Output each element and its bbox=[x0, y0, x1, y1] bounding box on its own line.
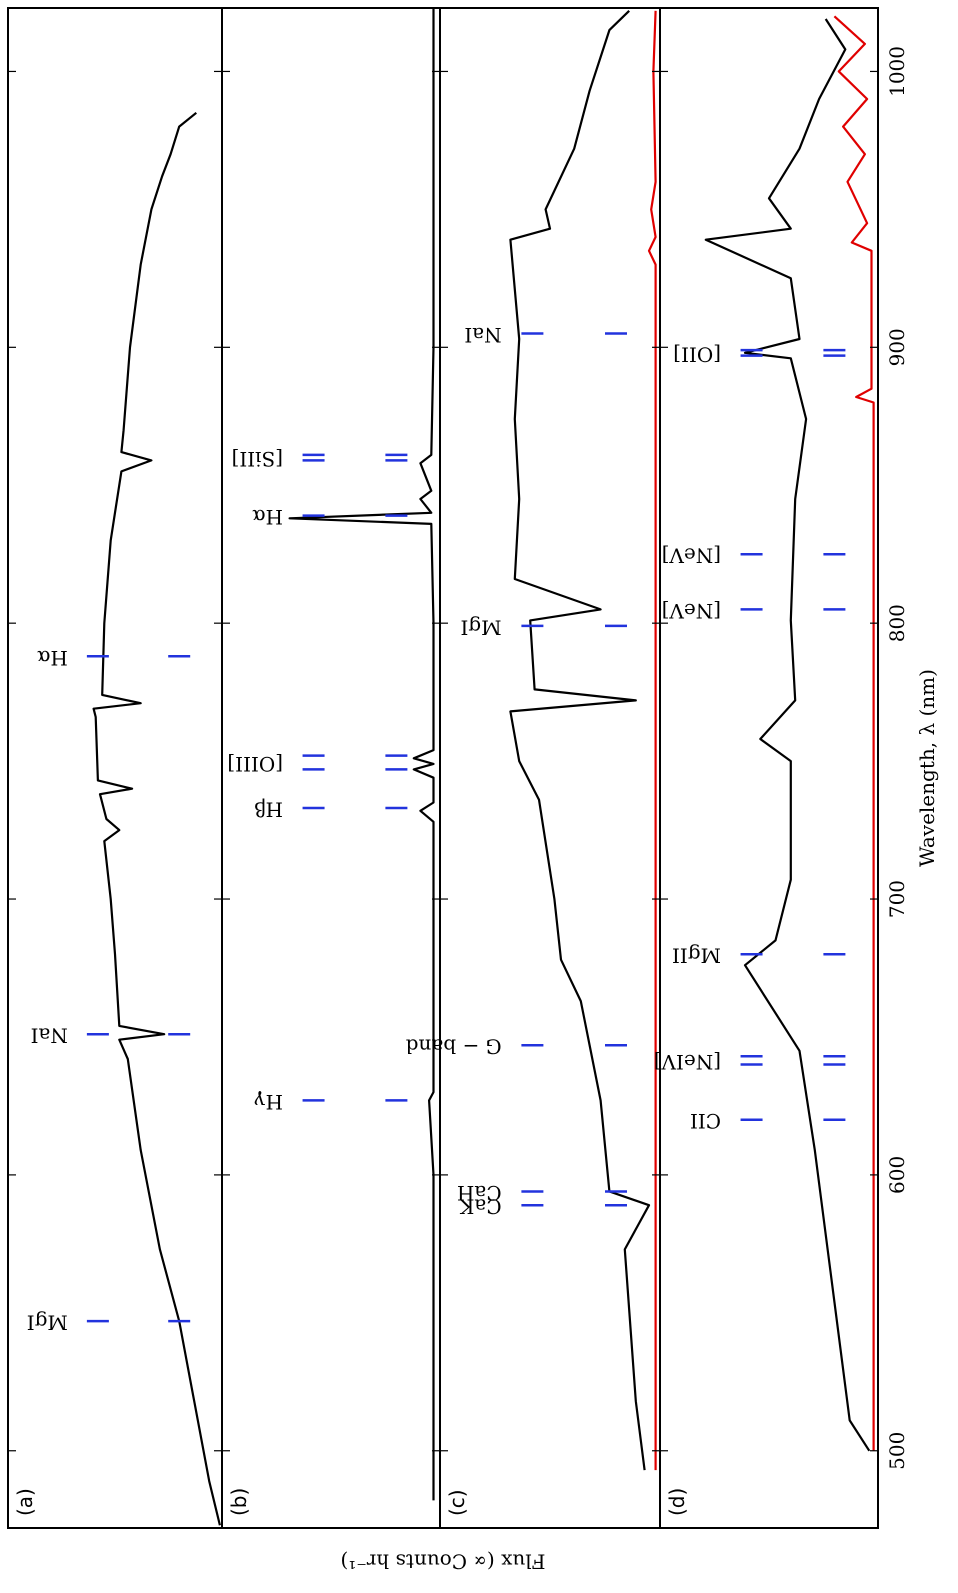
panel-frame bbox=[659, 7, 879, 1529]
spectrum-line bbox=[833, 15, 875, 1451]
rotated-figure: MgI NaI Hα (a) Flux (∝ Counts hr⁻¹) Hγ Hβ [OIII… bbox=[7, 7, 939, 1574]
x-axis-label: Wavelength, λ (nm) bbox=[915, 669, 939, 867]
line-label: [NeIV] bbox=[654, 1050, 721, 1074]
panel-label: (c) bbox=[445, 1489, 469, 1516]
spectrum-line bbox=[704, 18, 871, 1452]
line-label: [OII] bbox=[673, 342, 721, 366]
panel-label: (a) bbox=[13, 1488, 37, 1516]
panel-frame bbox=[439, 7, 661, 1529]
x-tick-label: 1000 bbox=[885, 46, 909, 97]
line-label: CII bbox=[690, 1109, 721, 1133]
line-label: NaI bbox=[464, 323, 501, 347]
line-label: [NeV] bbox=[662, 544, 721, 568]
line-label: MgI bbox=[27, 1311, 68, 1335]
line-label: CaH bbox=[457, 1181, 502, 1205]
line-label: MgII bbox=[672, 944, 721, 968]
x-tick-label: 700 bbox=[885, 880, 909, 918]
line-label: [OIII] bbox=[227, 752, 283, 776]
line-label: Hα bbox=[252, 505, 283, 529]
panel-frame bbox=[7, 7, 223, 1529]
line-label: Hγ bbox=[254, 1090, 283, 1114]
line-label: [NeV] bbox=[662, 599, 721, 623]
line-label: MgI bbox=[460, 615, 501, 639]
y-axis-label: Flux (∝ Counts hr⁻¹) bbox=[340, 1550, 545, 1574]
spectrum-line bbox=[288, 8, 435, 1501]
line-label: NaI bbox=[31, 1024, 68, 1048]
line-label: Hβ bbox=[254, 798, 283, 822]
line-label: G − band bbox=[406, 1035, 502, 1059]
line-label: CaK bbox=[458, 1195, 501, 1219]
line-label: Hα bbox=[37, 646, 68, 670]
panel-label: (d) bbox=[665, 1488, 689, 1516]
x-tick-label: 500 bbox=[885, 1432, 909, 1470]
spectrum-line bbox=[509, 10, 651, 1471]
x-tick-label: 800 bbox=[885, 604, 909, 642]
panel-label: (b) bbox=[227, 1488, 251, 1516]
spectrum-line bbox=[647, 10, 657, 1471]
spectrum-line bbox=[92, 111, 221, 1526]
line-label: [SiII] bbox=[232, 447, 284, 471]
x-tick-label: 600 bbox=[885, 1156, 909, 1194]
x-tick-label: 900 bbox=[885, 328, 909, 366]
